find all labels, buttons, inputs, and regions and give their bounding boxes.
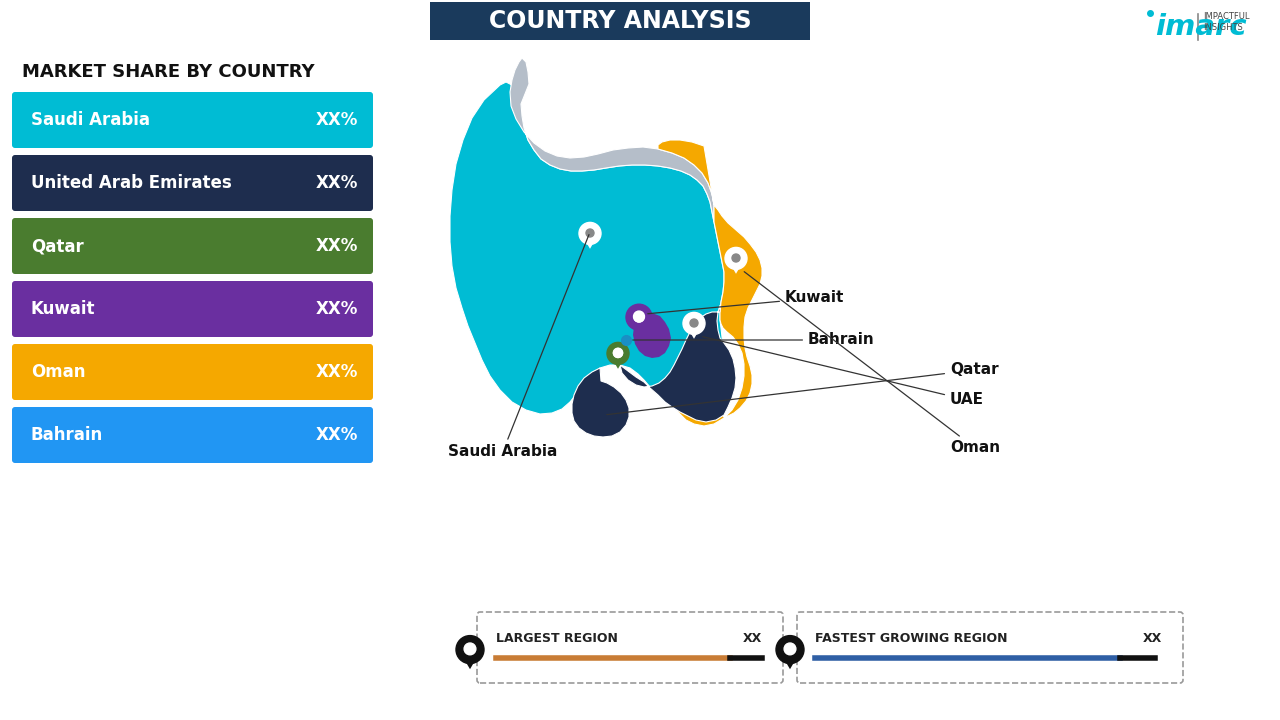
Text: XX%: XX% bbox=[316, 300, 358, 318]
Text: Bahrain: Bahrain bbox=[31, 426, 104, 444]
FancyBboxPatch shape bbox=[12, 407, 372, 463]
Text: XX: XX bbox=[742, 631, 762, 644]
Circle shape bbox=[731, 253, 741, 263]
Circle shape bbox=[586, 229, 594, 237]
Text: Saudi Arabia: Saudi Arabia bbox=[448, 235, 589, 459]
Polygon shape bbox=[581, 233, 599, 249]
Text: XX%: XX% bbox=[316, 111, 358, 129]
Circle shape bbox=[634, 311, 644, 322]
Text: Saudi Arabia: Saudi Arabia bbox=[31, 111, 150, 129]
Text: LARGEST REGION: LARGEST REGION bbox=[497, 631, 618, 644]
Circle shape bbox=[613, 348, 622, 357]
Text: COUNTRY ANALYSIS: COUNTRY ANALYSIS bbox=[489, 9, 751, 33]
Text: imarc: imarc bbox=[1155, 13, 1247, 41]
Circle shape bbox=[732, 254, 740, 262]
Polygon shape bbox=[628, 318, 650, 336]
Text: XX%: XX% bbox=[316, 237, 358, 255]
Text: FASTEST GROWING REGION: FASTEST GROWING REGION bbox=[815, 631, 1007, 644]
FancyBboxPatch shape bbox=[797, 612, 1183, 683]
Text: Qatar: Qatar bbox=[607, 362, 998, 415]
Text: IMPACTFUL
INSIGHTS: IMPACTFUL INSIGHTS bbox=[1203, 12, 1249, 32]
FancyBboxPatch shape bbox=[430, 2, 810, 40]
Text: Oman: Oman bbox=[31, 363, 86, 381]
Circle shape bbox=[579, 222, 602, 244]
Text: XX: XX bbox=[1143, 631, 1162, 644]
FancyBboxPatch shape bbox=[12, 155, 372, 211]
Text: Bahrain: Bahrain bbox=[632, 333, 874, 348]
FancyBboxPatch shape bbox=[12, 344, 372, 400]
Circle shape bbox=[607, 343, 628, 364]
Polygon shape bbox=[451, 82, 724, 414]
Circle shape bbox=[626, 304, 652, 330]
Polygon shape bbox=[620, 305, 736, 422]
FancyBboxPatch shape bbox=[12, 218, 372, 274]
Text: MARKET SHARE BY COUNTRY: MARKET SHARE BY COUNTRY bbox=[22, 63, 315, 81]
Circle shape bbox=[690, 318, 699, 328]
Text: Kuwait: Kuwait bbox=[31, 300, 96, 318]
Polygon shape bbox=[634, 313, 671, 358]
Circle shape bbox=[585, 228, 595, 238]
FancyBboxPatch shape bbox=[12, 281, 372, 337]
Polygon shape bbox=[509, 58, 714, 222]
Circle shape bbox=[613, 348, 622, 358]
Polygon shape bbox=[572, 368, 628, 437]
Circle shape bbox=[634, 312, 644, 322]
Circle shape bbox=[684, 312, 705, 334]
FancyBboxPatch shape bbox=[12, 92, 372, 148]
Polygon shape bbox=[727, 258, 745, 274]
Text: XX%: XX% bbox=[316, 174, 358, 192]
Polygon shape bbox=[658, 140, 714, 205]
Polygon shape bbox=[675, 205, 762, 426]
Text: Oman: Oman bbox=[744, 271, 1000, 456]
Circle shape bbox=[690, 319, 698, 327]
Text: Kuwait: Kuwait bbox=[648, 290, 845, 314]
Text: UAE: UAE bbox=[703, 337, 984, 408]
Text: XX%: XX% bbox=[316, 426, 358, 444]
Text: XX%: XX% bbox=[316, 363, 358, 381]
Polygon shape bbox=[609, 354, 627, 369]
Polygon shape bbox=[458, 649, 481, 669]
Text: United Arab Emirates: United Arab Emirates bbox=[31, 174, 232, 192]
Circle shape bbox=[724, 248, 748, 269]
Circle shape bbox=[776, 636, 804, 664]
Circle shape bbox=[785, 643, 796, 654]
Text: Qatar: Qatar bbox=[31, 237, 83, 255]
Circle shape bbox=[456, 636, 484, 664]
Polygon shape bbox=[685, 323, 703, 339]
FancyBboxPatch shape bbox=[477, 612, 783, 683]
Polygon shape bbox=[778, 649, 801, 669]
Circle shape bbox=[465, 643, 476, 654]
